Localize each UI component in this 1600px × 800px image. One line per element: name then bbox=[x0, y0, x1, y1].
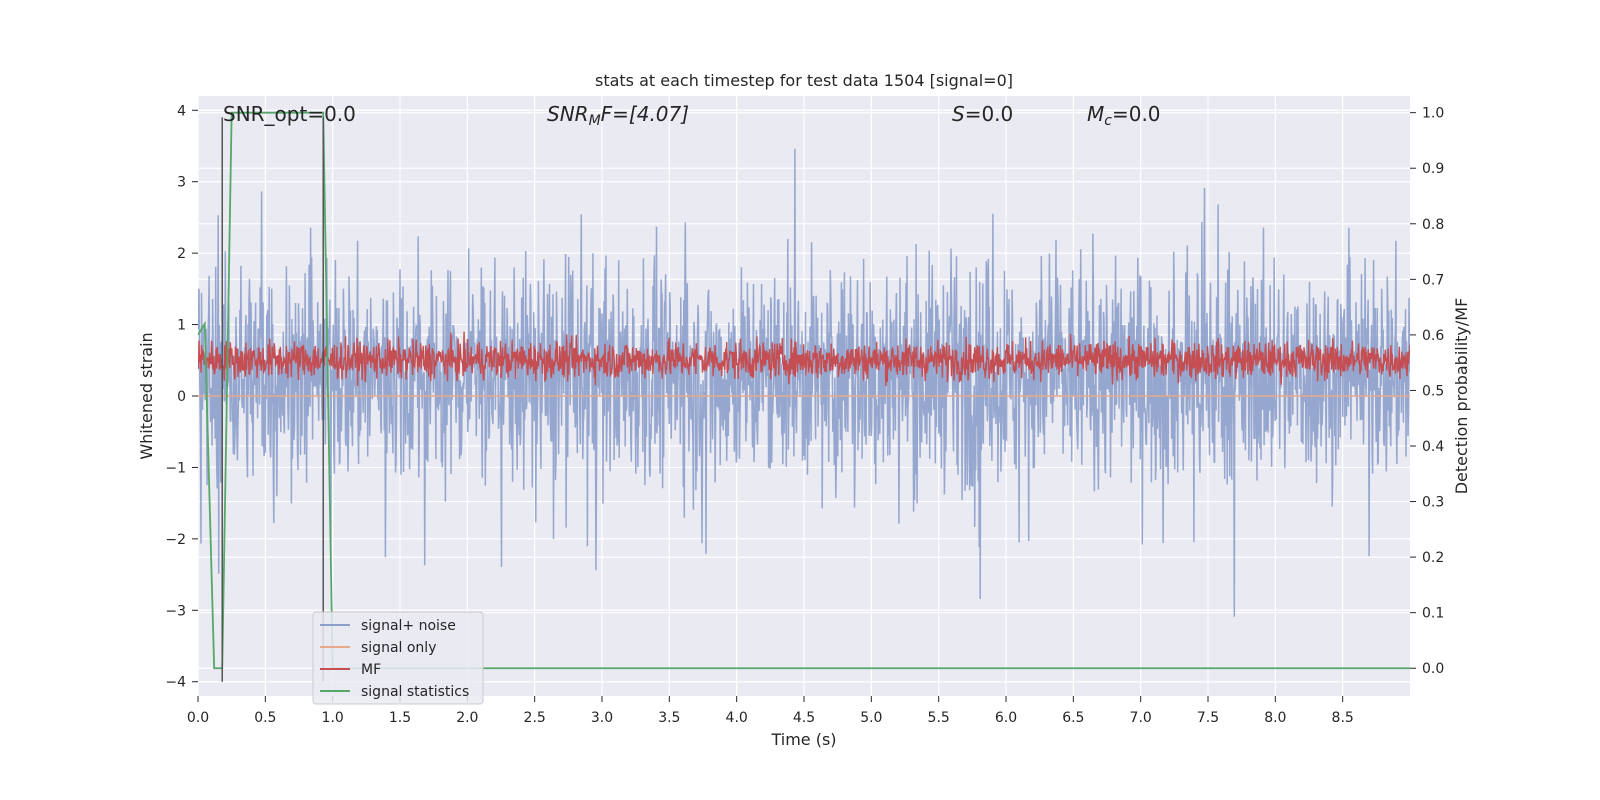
legend-label-signal-noise: signal+ noise bbox=[361, 618, 456, 634]
x-tick-label: 5.0 bbox=[860, 710, 882, 726]
y2-tick-label: 0.9 bbox=[1422, 161, 1444, 177]
x-tick-label: 6.0 bbox=[995, 710, 1017, 726]
x-tick-label: 5.5 bbox=[928, 710, 950, 726]
series-mf bbox=[198, 331, 1410, 387]
annotation-s: S=0.0 bbox=[952, 102, 1013, 126]
y2-axis-label: Detection probability/MF bbox=[1452, 298, 1471, 495]
x-tick-label: 8.0 bbox=[1264, 710, 1286, 726]
y-tick-label: 2 bbox=[177, 246, 186, 262]
y2-tick-label: 0.7 bbox=[1422, 272, 1444, 288]
legend: signal+ noise signal only MF signal stat… bbox=[312, 611, 484, 705]
x-tick-label: 6.5 bbox=[1062, 710, 1084, 726]
y-tick-label: 0 bbox=[177, 389, 186, 405]
y-tick-label: −2 bbox=[165, 532, 186, 548]
legend-label-signal-statistics: signal statistics bbox=[361, 684, 469, 700]
y-tick-label: −1 bbox=[165, 460, 186, 476]
x-tick-label: 8.5 bbox=[1332, 710, 1354, 726]
legend-box bbox=[312, 611, 484, 705]
x-tick-label: 2.0 bbox=[456, 710, 478, 726]
y2-tick-label: 0.4 bbox=[1422, 439, 1444, 455]
y2-tick-label: 0.1 bbox=[1422, 606, 1444, 622]
x-tick-label: 2.5 bbox=[524, 710, 546, 726]
y2-tick-label: 0.2 bbox=[1422, 550, 1444, 566]
x-tick-label: 1.0 bbox=[322, 710, 344, 726]
legend-label-signal-only: signal only bbox=[361, 640, 436, 656]
y2-tick-label: 0.0 bbox=[1422, 661, 1444, 677]
y-axis-label: Whitened strain bbox=[137, 332, 156, 459]
y-tick-label: −3 bbox=[165, 603, 186, 619]
y-tick-label: 4 bbox=[177, 103, 186, 119]
x-tick-label: 0.5 bbox=[254, 710, 276, 726]
x-tick-label: 7.5 bbox=[1197, 710, 1219, 726]
series-signal-noise bbox=[198, 148, 1410, 617]
y-tick-label: 1 bbox=[177, 318, 186, 334]
annotation-snr-opt: SNR_opt=0.0 bbox=[223, 102, 356, 126]
annotation-snr-mf: SNRMF=[4.07] bbox=[547, 102, 689, 129]
y2-tick-label: 0.5 bbox=[1422, 383, 1444, 399]
x-tick-label: 4.5 bbox=[793, 710, 815, 726]
y-tick-label: −4 bbox=[165, 675, 186, 691]
x-tick-label: 0.0 bbox=[187, 710, 209, 726]
x-axis-label: Time (s) bbox=[770, 730, 836, 749]
y2-tick-label: 0.8 bbox=[1422, 217, 1444, 233]
x-tick-label: 3.0 bbox=[591, 710, 613, 726]
y2-tick-label: 0.3 bbox=[1422, 495, 1444, 511]
legend-label-mf: MF bbox=[361, 662, 381, 678]
x-tick-label: 3.5 bbox=[658, 710, 680, 726]
x-tick-label: 1.5 bbox=[389, 710, 411, 726]
chart-title: stats at each timestep for test data 150… bbox=[595, 71, 1013, 90]
y-tick-label: 3 bbox=[177, 175, 186, 191]
y2-tick-label: 1.0 bbox=[1422, 106, 1444, 122]
y-axis-left: −4 −3 −2 −1 0 1 2 3 4 bbox=[165, 103, 198, 691]
x-axis: 0.0 0.5 1.0 1.5 2.0 2.5 3.0 3.5 4.0 4.5 5.0 5.5 6.0 6… bbox=[187, 696, 1354, 726]
y-axis-right: 0.0 0.1 0.2 0.3 0.4 0.5 0.6 0.7 0.8 0.9 1.0 bbox=[1410, 106, 1444, 677]
annotation-mc: Mc=0.0 bbox=[1087, 102, 1161, 129]
y2-tick-label: 0.6 bbox=[1422, 328, 1444, 344]
x-tick-label: 4.0 bbox=[726, 710, 748, 726]
x-tick-label: 7.0 bbox=[1130, 710, 1152, 726]
